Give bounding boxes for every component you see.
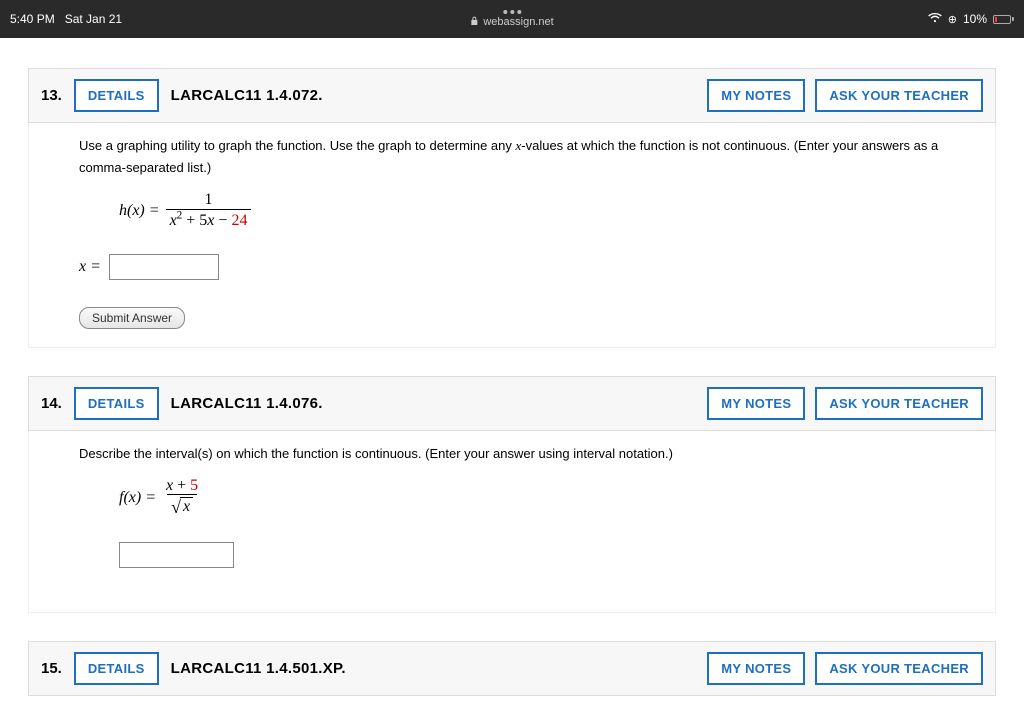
battery-percent: 10%: [963, 12, 987, 26]
sqrt-icon: √x: [171, 497, 193, 516]
answer-input[interactable]: [119, 542, 234, 568]
question-ref: LARCALC11 1.4.076.: [171, 395, 323, 412]
math-text: +: [173, 477, 190, 494]
equation: h(x) = 1 x2 + 5x − 24: [79, 185, 985, 239]
lock-icon: [470, 16, 478, 29]
prompt-part: Use a graphing utility to graph the func…: [79, 138, 515, 153]
url-text: webassign.net: [483, 16, 553, 28]
question-number: 15.: [41, 660, 62, 677]
numerator: 1: [201, 191, 217, 209]
status-bar: 5:40 PM Sat Jan 21 webassign.net ⊕ 10%: [0, 0, 1024, 38]
equation: f(x) = x + 5 √x: [79, 471, 985, 528]
math-x: x: [180, 497, 193, 516]
fraction: 1 x2 + 5x − 24: [166, 191, 252, 229]
math-x: x: [170, 212, 177, 229]
question-ref: LARCALC11 1.4.501.XP.: [171, 660, 346, 677]
my-notes-button[interactable]: MY NOTES: [707, 387, 805, 420]
status-date: Sat Jan 21: [65, 12, 122, 26]
header-left: 15. DETAILS LARCALC11 1.4.501.XP.: [41, 652, 346, 685]
numerator: x + 5: [162, 477, 202, 495]
url-bar[interactable]: webassign.net: [470, 16, 553, 29]
details-button[interactable]: DETAILS: [74, 652, 159, 685]
tab-dots-icon[interactable]: [503, 10, 521, 14]
question-header: 15. DETAILS LARCALC11 1.4.501.XP. MY NOT…: [28, 641, 996, 696]
header-right: MY NOTES ASK YOUR TEACHER: [707, 79, 983, 112]
submit-button[interactable]: Submit Answer: [79, 307, 185, 329]
my-notes-button[interactable]: MY NOTES: [707, 652, 805, 685]
status-left: 5:40 PM Sat Jan 21: [10, 12, 122, 26]
fraction: x + 5 √x: [162, 477, 202, 518]
header-left: 14. DETAILS LARCALC11 1.4.076.: [41, 387, 323, 420]
wifi-icon: [928, 12, 942, 26]
ask-teacher-button[interactable]: ASK YOUR TEACHER: [815, 387, 983, 420]
denominator: √x: [167, 494, 197, 517]
question-14: 14. DETAILS LARCALC11 1.4.076. MY NOTES …: [28, 376, 996, 613]
question-13: 13. DETAILS LARCALC11 1.4.072. MY NOTES …: [28, 68, 996, 348]
question-ref: LARCALC11 1.4.072.: [171, 87, 323, 104]
header-right: MY NOTES ASK YOUR TEACHER: [707, 652, 983, 685]
header-right: MY NOTES ASK YOUR TEACHER: [707, 387, 983, 420]
header-left: 13. DETAILS LARCALC11 1.4.072.: [41, 79, 323, 112]
ask-teacher-button[interactable]: ASK YOUR TEACHER: [815, 652, 983, 685]
math-lhs: h(x) =: [119, 197, 160, 224]
question-number: 13.: [41, 87, 62, 104]
answer-row: x =: [79, 253, 985, 280]
question-number: 14.: [41, 395, 62, 412]
answer-label: x =: [79, 253, 101, 280]
charging-icon: ⊕: [948, 13, 957, 26]
details-button[interactable]: DETAILS: [74, 79, 159, 112]
prompt-text: Use a graphing utility to graph the func…: [79, 135, 985, 179]
details-button[interactable]: DETAILS: [74, 387, 159, 420]
question-body: Describe the interval(s) on which the fu…: [28, 431, 996, 613]
ask-teacher-button[interactable]: ASK YOUR TEACHER: [815, 79, 983, 112]
status-right: ⊕ 10%: [928, 12, 1014, 26]
page-content: 13. DETAILS LARCALC11 1.4.072. MY NOTES …: [0, 38, 1024, 696]
math-lhs: f(x) =: [119, 484, 156, 511]
answer-input[interactable]: [109, 254, 219, 280]
question-header: 13. DETAILS LARCALC11 1.4.072. MY NOTES …: [28, 68, 996, 123]
math-const: 24: [231, 212, 247, 229]
math-const: 5: [190, 477, 198, 494]
question-15: 15. DETAILS LARCALC11 1.4.501.XP. MY NOT…: [28, 641, 996, 696]
status-time: 5:40 PM: [10, 12, 55, 26]
question-header: 14. DETAILS LARCALC11 1.4.076. MY NOTES …: [28, 376, 996, 431]
question-body: Use a graphing utility to graph the func…: [28, 123, 996, 348]
my-notes-button[interactable]: MY NOTES: [707, 79, 805, 112]
denominator: x2 + 5x − 24: [166, 209, 252, 230]
math-text: + 5: [182, 212, 207, 229]
prompt-text: Describe the interval(s) on which the fu…: [79, 443, 985, 465]
answer-row: [119, 542, 985, 568]
status-center: webassign.net: [470, 10, 553, 29]
math-text: −: [214, 212, 231, 229]
battery-icon: [993, 15, 1014, 24]
